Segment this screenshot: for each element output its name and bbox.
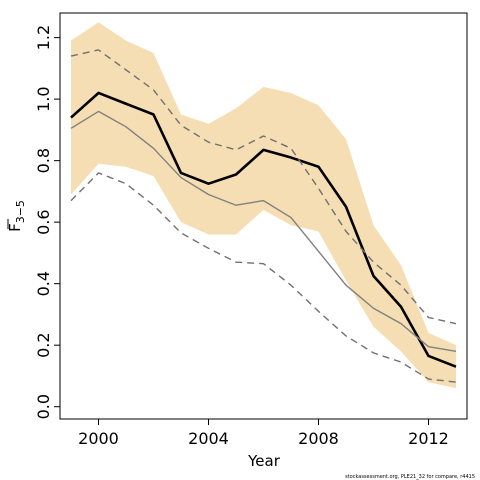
x-tick-label: 2004 [188,429,229,448]
x-axis: 2000 2004 2008 2012 [78,419,449,448]
svg-text:F3−5: F3−5 [6,200,27,232]
y-axis-title-base: F [6,223,24,232]
plot-frame [59,12,468,420]
y-axis: 0.0 0.2 0.4 0.6 0.8 1.0 1.2 [34,25,60,419]
y-axis-title-subscript: 3−5 [14,200,27,223]
y-tick-label: 0.2 [34,332,53,357]
y-tick-label: 0.6 [34,209,53,234]
estimate-line [70,91,457,368]
y-tick-label: 1.2 [34,25,53,50]
comparison-upper-dashed-line [70,49,457,325]
y-tick-label: 0.4 [34,271,53,296]
y-tick-label: 0.0 [34,394,53,419]
footer-note: stockassessment.org, PLE21_32 for compar… [345,474,475,480]
confidence-band [71,22,456,389]
comparison-lower-dashed-line [70,172,457,383]
comparison-line [70,110,457,353]
x-tick-label: 2012 [408,429,449,448]
x-axis-title: Year [247,452,281,470]
series-lines-layer [70,49,457,383]
y-tick-label: 1.0 [34,86,53,111]
confidence-band-layer [71,22,456,389]
x-tick-label: 2000 [78,429,119,448]
x-tick-label: 2008 [298,429,339,448]
y-axis-title: F3−5 [6,200,27,232]
y-tick-label: 0.8 [34,148,53,173]
